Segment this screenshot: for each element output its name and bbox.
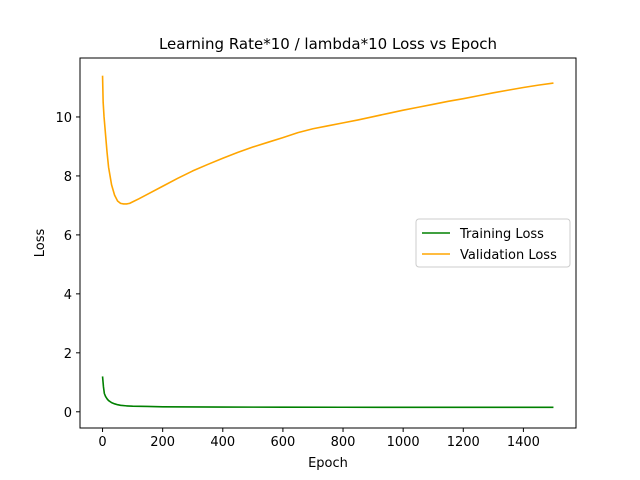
x-axis-label: Epoch <box>308 456 348 471</box>
x-tick-label-4: 800 <box>331 435 356 450</box>
legend: Training Loss Validation Loss <box>415 218 571 268</box>
x-axis-ticks: 0 200 400 600 800 1000 1200 1400 <box>98 428 540 450</box>
series-line-1 <box>101 75 554 205</box>
legend-label-0: Training Loss <box>459 227 544 242</box>
y-tick-label-5: 10 <box>55 111 72 126</box>
legend-box <box>415 218 571 268</box>
x-tick-label-1: 200 <box>150 435 175 450</box>
plot-lines <box>101 75 554 409</box>
x-tick-label-2: 400 <box>210 435 235 450</box>
chart-title: Learning Rate*10 / lambda*10 Loss vs Epo… <box>159 35 497 53</box>
y-tick-label-2: 4 <box>64 288 72 303</box>
y-tick-label-4: 8 <box>64 170 72 185</box>
plot-frame <box>79 57 577 429</box>
x-tick-label-7: 1400 <box>507 435 540 450</box>
series-line-0 <box>101 376 554 409</box>
x-tick-label-0: 0 <box>98 435 106 450</box>
x-tick-label-5: 1000 <box>387 435 420 450</box>
y-axis-ticks: 0 2 4 6 8 10 <box>55 111 80 421</box>
x-tick-label-6: 1200 <box>447 435 480 450</box>
y-axis-label: Loss <box>33 229 48 258</box>
y-tick-label-1: 2 <box>64 347 72 362</box>
x-tick-label-3: 600 <box>270 435 295 450</box>
y-tick-label-3: 6 <box>64 229 72 244</box>
legend-label-1: Validation Loss <box>460 248 557 263</box>
y-tick-label-0: 0 <box>64 406 72 421</box>
